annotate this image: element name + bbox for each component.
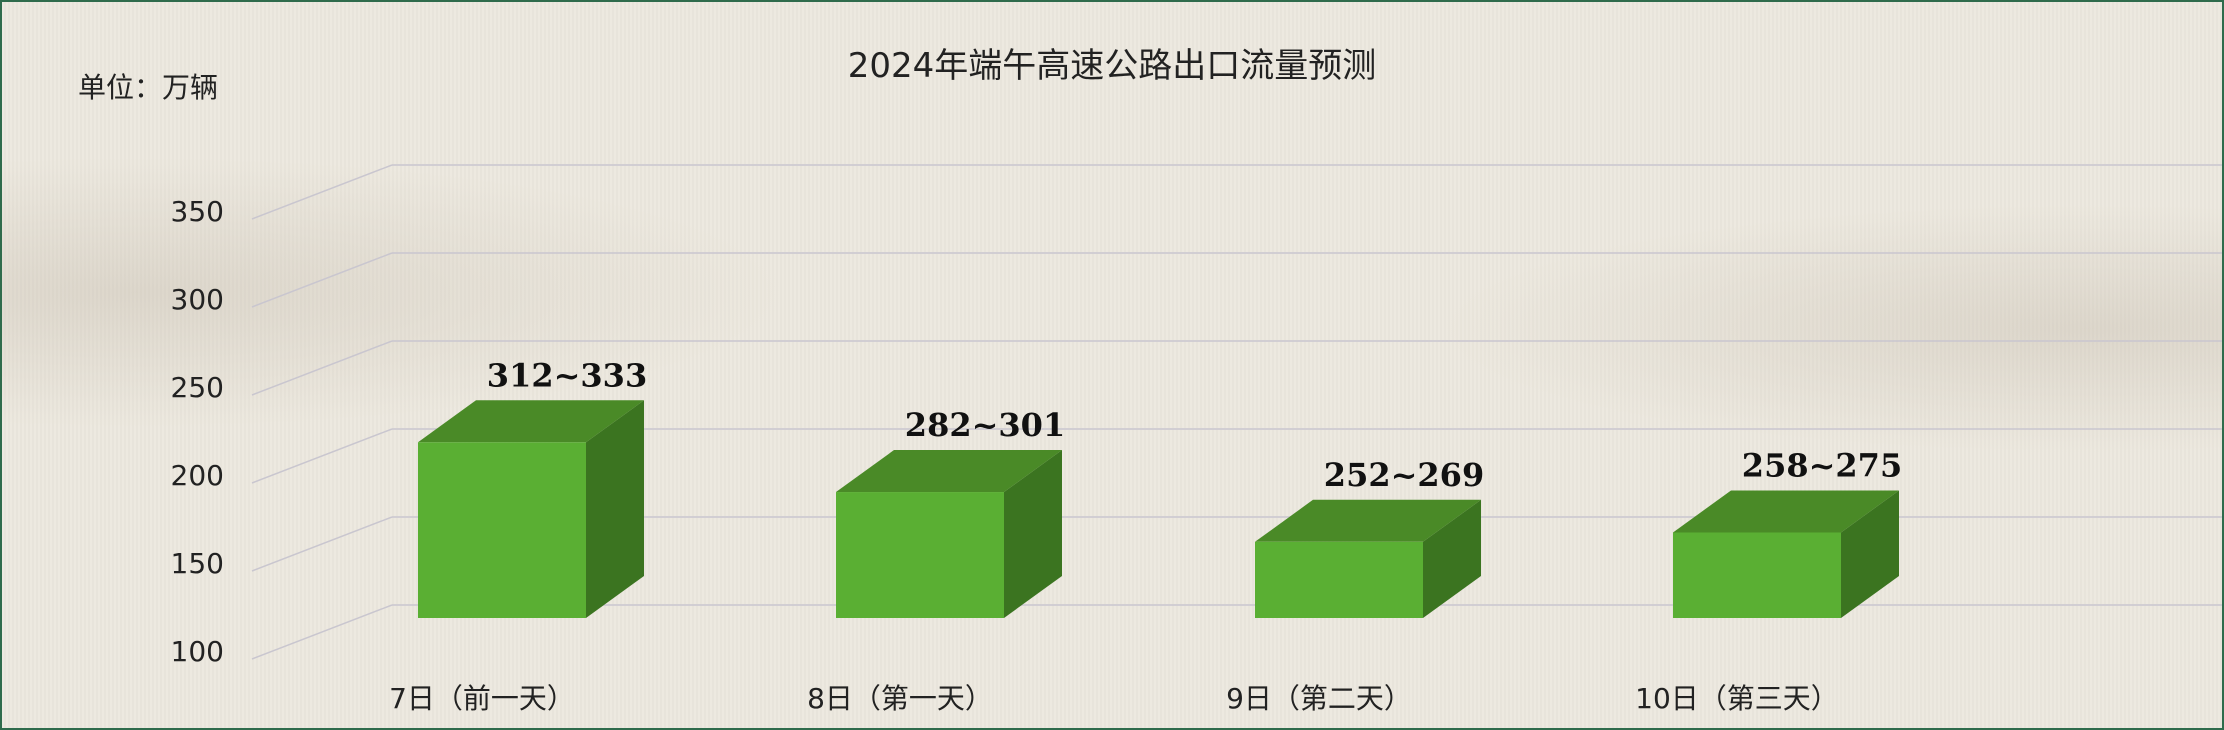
bar-side [1841, 490, 1899, 618]
bar-side [1423, 499, 1481, 618]
unit-label: 单位：万辆 [78, 71, 219, 104]
data-label: 312~333 [487, 356, 647, 394]
bar-side [1004, 450, 1062, 618]
bar [1673, 532, 1841, 618]
bar-top [418, 400, 644, 443]
chart-title: 2024年端午高速公路出口流量预测 [847, 46, 1377, 86]
x-category-label: 10日（第三天） [1635, 682, 1839, 715]
x-category-label: 9日（第二天） [1226, 682, 1412, 715]
x-category-label: 8日（第一天） [807, 682, 993, 715]
bar-side [586, 400, 644, 618]
y-tick-label: 350 [171, 195, 224, 228]
data-label: 258~275 [1742, 446, 1902, 484]
gridline-depth [251, 428, 393, 484]
y-tick-label: 250 [171, 371, 224, 404]
gridline-depth [251, 516, 393, 572]
y-tick-label: 100 [171, 635, 224, 668]
bar-top [1673, 490, 1899, 533]
bar-top [836, 450, 1062, 493]
y-tick-label: 300 [171, 283, 224, 316]
data-label: 282~301 [905, 406, 1065, 444]
x-category-label: 7日（前一天） [389, 682, 575, 715]
y-tick-label: 200 [171, 459, 224, 492]
gridline-depth [251, 252, 393, 308]
gridline-depth [251, 340, 393, 396]
gridline-depth [251, 604, 393, 660]
bar [836, 492, 1004, 618]
gridline-depth [251, 164, 393, 220]
bar [418, 442, 586, 618]
bar-top [1255, 499, 1481, 542]
data-label: 252~269 [1324, 456, 1484, 494]
bar [1255, 541, 1423, 618]
y-tick-label: 150 [171, 547, 224, 580]
